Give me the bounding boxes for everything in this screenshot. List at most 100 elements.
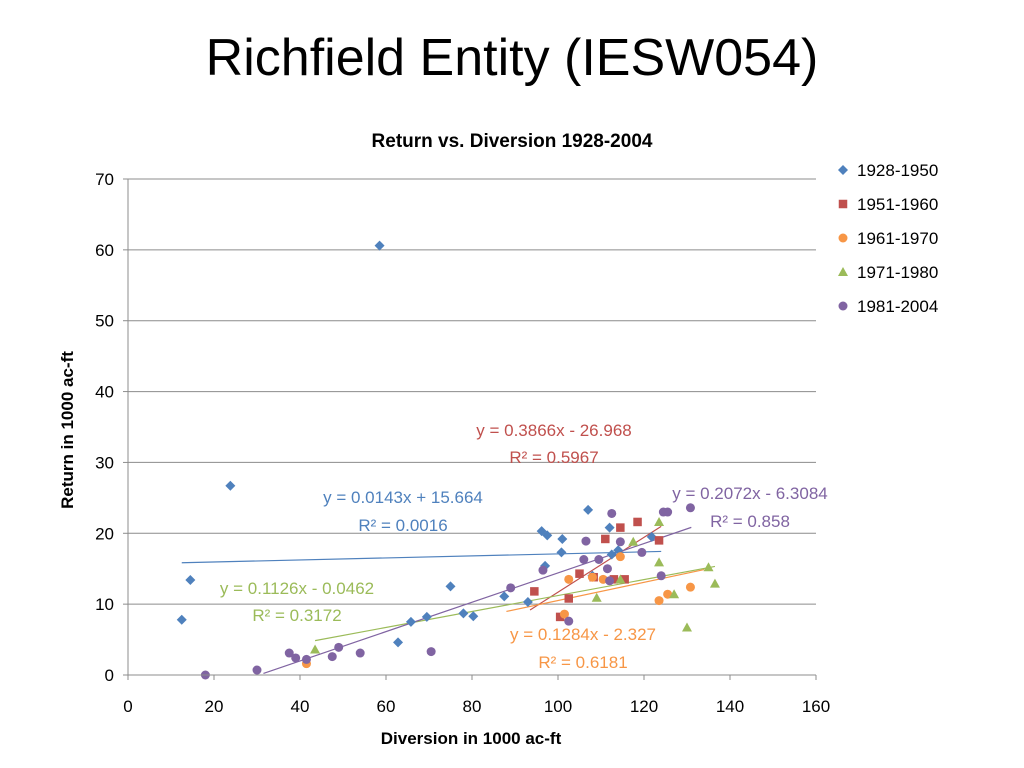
- trendline-series-5: [263, 526, 692, 675]
- data-point-series-2: [575, 569, 584, 578]
- data-point-series-4: [703, 562, 714, 572]
- data-point-series-5: [581, 536, 591, 546]
- data-point-series-1: [421, 611, 432, 622]
- trendline-equations: y = 0.0143x + 15.664 R² = 0.0016 y = 0.386…: [220, 421, 828, 672]
- data-point-series-5: [538, 565, 548, 575]
- data-point-series-3: [564, 574, 574, 584]
- x-tick-label: 140: [716, 697, 744, 716]
- data-point-series-2: [620, 575, 629, 584]
- legend-label-series-1: 1928-1950: [857, 161, 938, 180]
- x-tick-label: 160: [802, 697, 830, 716]
- data-point-series-5: [506, 583, 516, 593]
- x-tick-label: 0: [123, 697, 132, 716]
- trendline-series-2: [529, 525, 662, 611]
- trendline-equation-series-2: y = 0.3866x - 26.968: [476, 421, 631, 440]
- data-point-series-5: [602, 564, 612, 574]
- x-tick-label: 120: [630, 697, 658, 716]
- grid-lines: [128, 178, 816, 605]
- x-tick-label: 60: [377, 697, 396, 716]
- data-point-series-3: [654, 596, 664, 606]
- data-point-series-3: [559, 609, 569, 619]
- data-point-series-1: [374, 240, 385, 251]
- y-axis-label: Return in 1000 ac-ft: [58, 351, 77, 509]
- legend: 1928-1950 1951-1960 1961-1970 1971-1980 1981…: [838, 161, 938, 316]
- data-point-series-5: [685, 503, 695, 513]
- data-point-series-1: [556, 547, 567, 558]
- data-point-series-1: [606, 549, 617, 560]
- trendline-series-4: [314, 565, 716, 642]
- trendline-series-3: [506, 568, 705, 613]
- data-point-series-1: [522, 597, 533, 608]
- data-point-series-5: [291, 653, 301, 663]
- data-point-series-1: [604, 522, 615, 533]
- y-tick-label: 20: [95, 524, 114, 543]
- data-point-series-5: [334, 642, 344, 652]
- data-point-series-2: [616, 523, 625, 532]
- data-point-series-1: [542, 530, 553, 541]
- data-point-series-1: [225, 480, 236, 491]
- y-tick-label: 50: [95, 312, 114, 331]
- y-tick-label: 70: [95, 170, 114, 189]
- data-point-series-1: [499, 591, 510, 602]
- data-point-series-3: [587, 572, 597, 582]
- data-point-series-1: [185, 575, 196, 586]
- y-tick-label: 30: [95, 453, 114, 472]
- y-tick-label: 40: [95, 383, 114, 402]
- trendline-r2-series-2: R² = 0.5967: [509, 448, 598, 467]
- y-tick-label: 0: [105, 666, 114, 685]
- data-point-series-5: [426, 647, 436, 657]
- trendline-equation-series-5: y = 0.2072x - 6.3084: [672, 484, 827, 503]
- data-point-series-1: [445, 581, 456, 592]
- legend-label-series-3: 1961-1970: [857, 229, 938, 248]
- data-point-series-5: [327, 652, 337, 662]
- tick-labels: 0 10 20 30 40 50 60 70 0 20 40 60 80 100 120 140 160: [95, 170, 830, 716]
- legend-label-series-5: 1981-2004: [857, 297, 938, 316]
- data-point-series-4: [709, 578, 720, 588]
- data-point-series-5: [663, 507, 673, 517]
- legend-marker-series-2: [838, 199, 848, 209]
- data-point-series-4: [669, 589, 680, 599]
- trendline-r2-series-1: R² = 0.0016: [358, 516, 447, 535]
- data-point-series-1: [405, 616, 416, 627]
- data-point-series-2: [555, 612, 565, 622]
- trendline-series-1: [181, 550, 662, 564]
- data-point-series-3: [615, 552, 625, 562]
- legend-label-series-2: 1951-1960: [857, 195, 938, 214]
- data-point-series-5: [564, 616, 574, 626]
- data-point-series-4: [654, 557, 665, 567]
- data-point-series-4: [654, 516, 665, 526]
- trendline-r2-series-3: R² = 0.6181: [538, 653, 627, 672]
- data-point-series-1: [468, 611, 479, 622]
- data-point-series-4: [628, 536, 639, 546]
- x-tick-label: 20: [205, 697, 224, 716]
- data-point-series-3: [663, 589, 673, 599]
- data-point-series-4: [682, 622, 692, 632]
- data-point-series-5: [607, 508, 617, 518]
- y-tick-label: 10: [95, 595, 114, 614]
- trendline-equation-series-3: y = 0.1284x - 2.327: [510, 625, 656, 644]
- data-point-series-5: [301, 654, 311, 664]
- trendline-r2-series-4: R² = 0.3172: [252, 606, 341, 625]
- data-points: [176, 240, 720, 680]
- data-point-series-1: [557, 533, 568, 544]
- data-point-series-3: [685, 582, 695, 592]
- slide-title: Richfield Entity (IESW054): [205, 29, 819, 87]
- x-tick-label: 80: [463, 697, 482, 716]
- legend-marker-series-4: [838, 267, 848, 276]
- legend-label-series-4: 1971-1980: [857, 263, 938, 282]
- data-point-series-5: [579, 555, 589, 565]
- data-point-series-1: [583, 504, 594, 515]
- chart-title: Return vs. Diversion 1928-2004: [372, 131, 653, 152]
- x-tick-label: 40: [291, 697, 310, 716]
- legend-marker-series-3: [838, 233, 848, 243]
- data-point-series-4: [310, 644, 321, 654]
- y-tick-label: 60: [95, 241, 114, 260]
- trendline-equation-series-1: y = 0.0143x + 15.664: [323, 488, 483, 507]
- data-point-series-5: [594, 555, 604, 565]
- data-point-series-2: [633, 517, 642, 527]
- data-point-series-2: [609, 575, 619, 584]
- data-point-series-4: [615, 574, 626, 584]
- data-point-series-2: [601, 534, 610, 544]
- x-axis-label: Diversion in 1000 ac-ft: [381, 729, 562, 748]
